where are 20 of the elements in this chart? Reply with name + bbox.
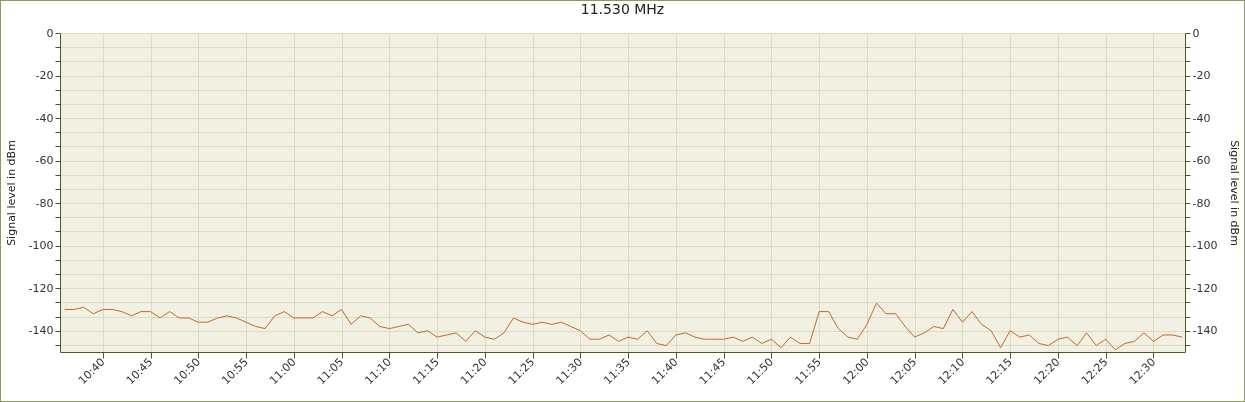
y-tick-label: -80 — [35, 196, 54, 210]
y2-tick-label: -60 — [1192, 154, 1211, 168]
y-tick-label: -140 — [28, 324, 54, 338]
y-tick-label: -20 — [35, 69, 54, 83]
y-tick-label: -60 — [35, 154, 54, 168]
y2-tick-label: -20 — [1192, 69, 1211, 83]
y2-tick-label: -100 — [1192, 239, 1218, 253]
y2-tick-label: -140 — [1192, 324, 1218, 338]
y2-tick-label: 0 — [1192, 26, 1200, 40]
y-tick-label: -120 — [28, 281, 54, 295]
line-series — [64, 302, 1183, 351]
y-tick-label: -100 — [28, 239, 54, 253]
y2-tick-label: -40 — [1192, 111, 1211, 125]
y2-tick-label: -120 — [1192, 281, 1218, 295]
y2-axis-title: Signal level in dBm — [1228, 140, 1242, 246]
chart-title: 11.530 MHz — [580, 1, 665, 17]
y-tick-label: 0 — [46, 26, 54, 40]
y-axis-title: Signal level in dBm — [4, 140, 18, 246]
y2-tick-label: -80 — [1192, 196, 1211, 210]
y-tick-label: -40 — [35, 111, 54, 125]
